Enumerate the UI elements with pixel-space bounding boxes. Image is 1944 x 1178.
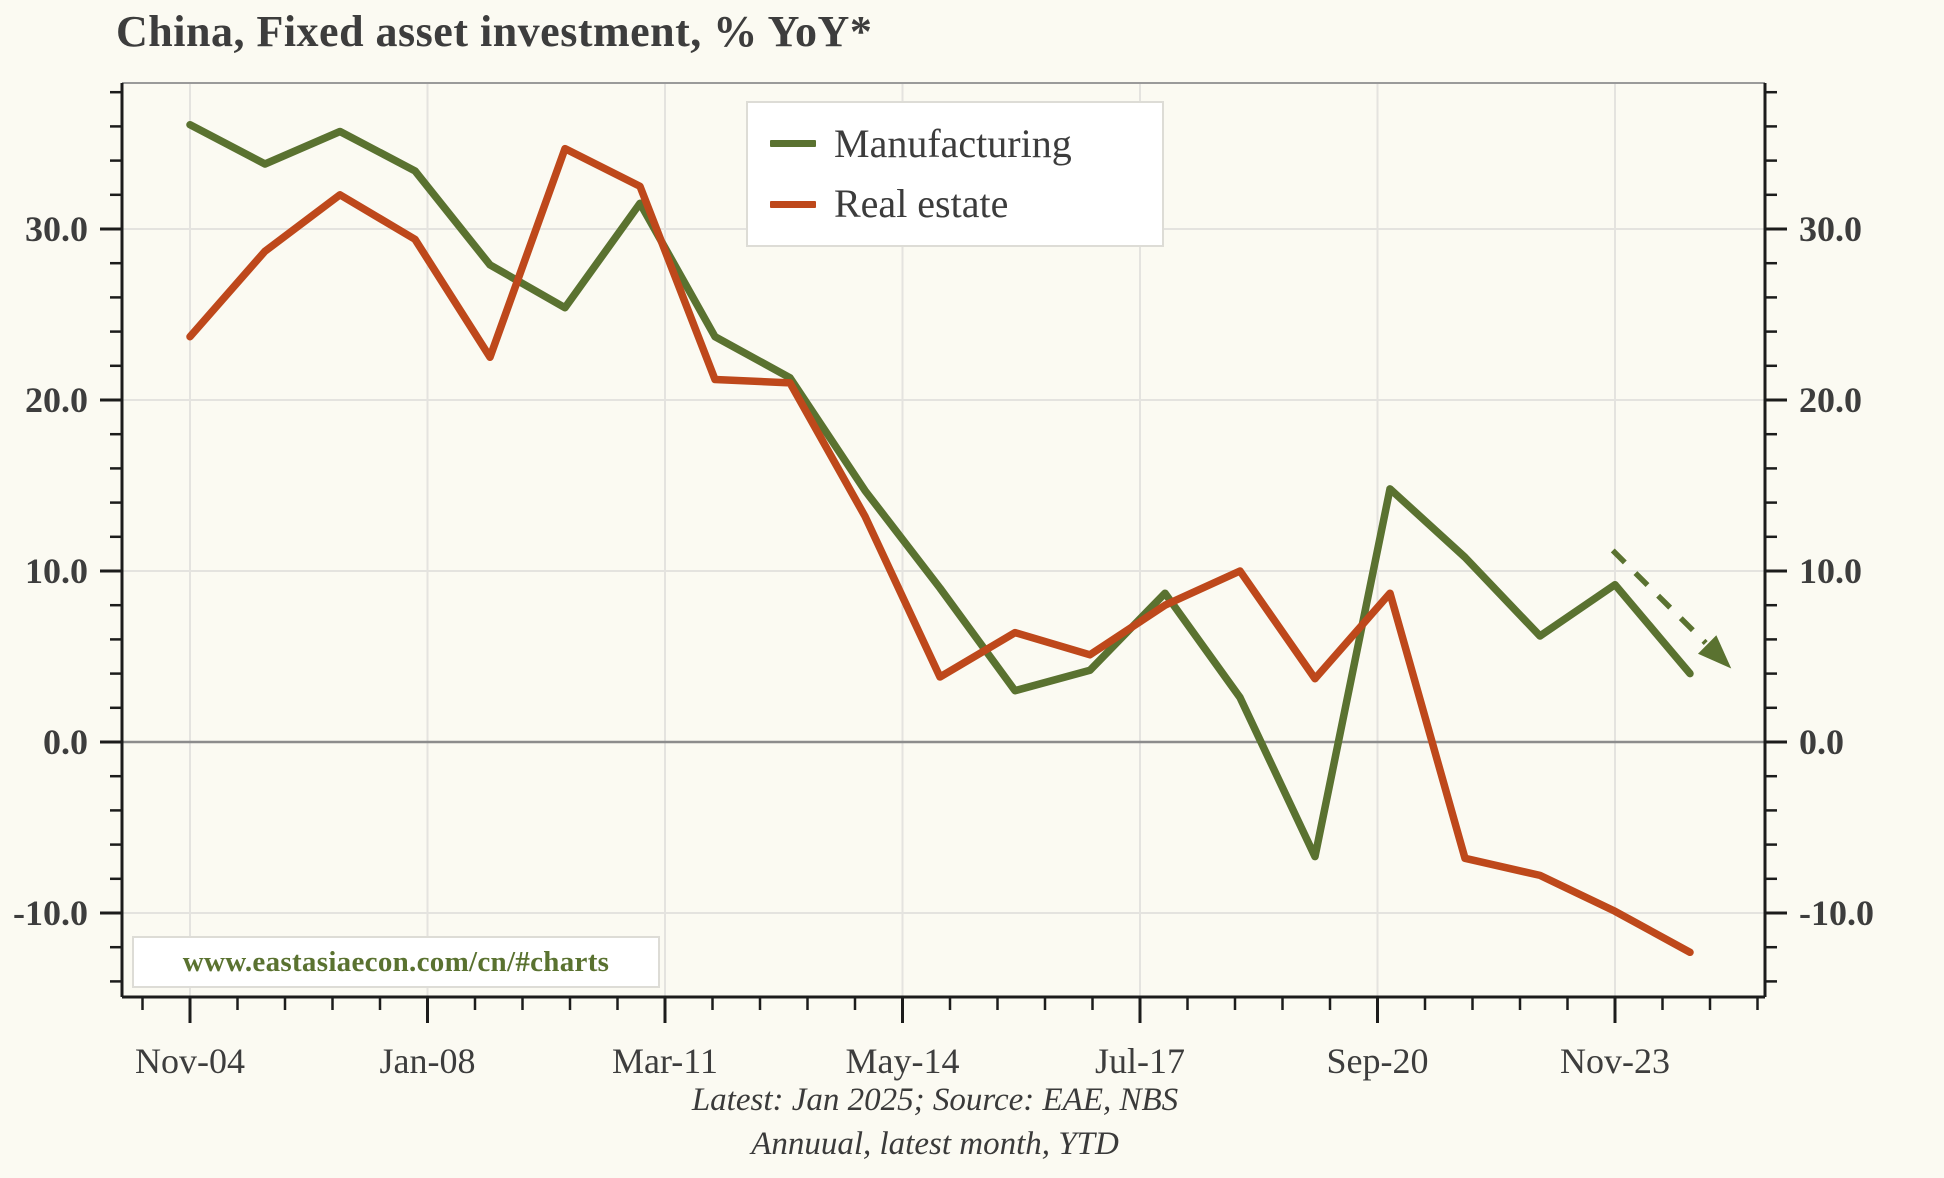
real-estate-line [186, 144, 1694, 957]
page-title: China, Fixed asset investment, % YoY* [116, 7, 873, 56]
real-estate-line-swatch [770, 200, 816, 208]
watermark-box: www.eastasiaecon.com/cn/#charts [132, 936, 660, 988]
legend-label-real-estate: Real estate [834, 181, 1009, 227]
y-tick-label-left: 20.0 [25, 380, 88, 420]
y-tick-label-left: 30.0 [25, 209, 88, 249]
y-tick-label-right: 30.0 [1799, 209, 1862, 249]
footer-note: Annuual, latest month, YTD [751, 1126, 1119, 1162]
y-tick-label-right: 20.0 [1799, 380, 1862, 420]
x-tick-label: Nov-04 [135, 1041, 245, 1081]
x-tick-label: May-14 [846, 1041, 960, 1081]
y-tick-label-left: -10.0 [13, 893, 88, 933]
legend-label-manufacturing: Manufacturing [834, 120, 1072, 166]
y-tick-label-left: 10.0 [25, 551, 88, 591]
y-tick-label-right: 0.0 [1799, 722, 1844, 762]
footer-source: Latest: Jan 2025; Source: EAE, NBS [691, 1082, 1179, 1118]
x-tick-label: Sep-20 [1326, 1041, 1428, 1081]
y-tick-label-right: 10.0 [1799, 551, 1862, 591]
x-tick-label: Jan-08 [380, 1041, 476, 1081]
y-tick-label-right: -10.0 [1799, 893, 1874, 933]
y-tick-label-left: 0.0 [43, 722, 88, 762]
manufacturing-line-swatch [770, 140, 816, 148]
manufacturing-line [186, 120, 1694, 861]
trend-arrow-shaft [1610, 548, 1708, 646]
x-tick-label: Nov-23 [1560, 1041, 1670, 1081]
watermark-text: www.eastasiaecon.com/cn/#charts [182, 945, 610, 978]
legend-item-manufacturing: Manufacturing [770, 120, 1162, 166]
x-tick-label: Jul-17 [1095, 1041, 1185, 1081]
x-tick-label: Mar-11 [612, 1041, 718, 1081]
trend-arrow-head [1697, 635, 1732, 669]
legend-item-real-estate: Real estate [770, 184, 1162, 224]
legend: Manufacturing Real estate [746, 101, 1164, 247]
